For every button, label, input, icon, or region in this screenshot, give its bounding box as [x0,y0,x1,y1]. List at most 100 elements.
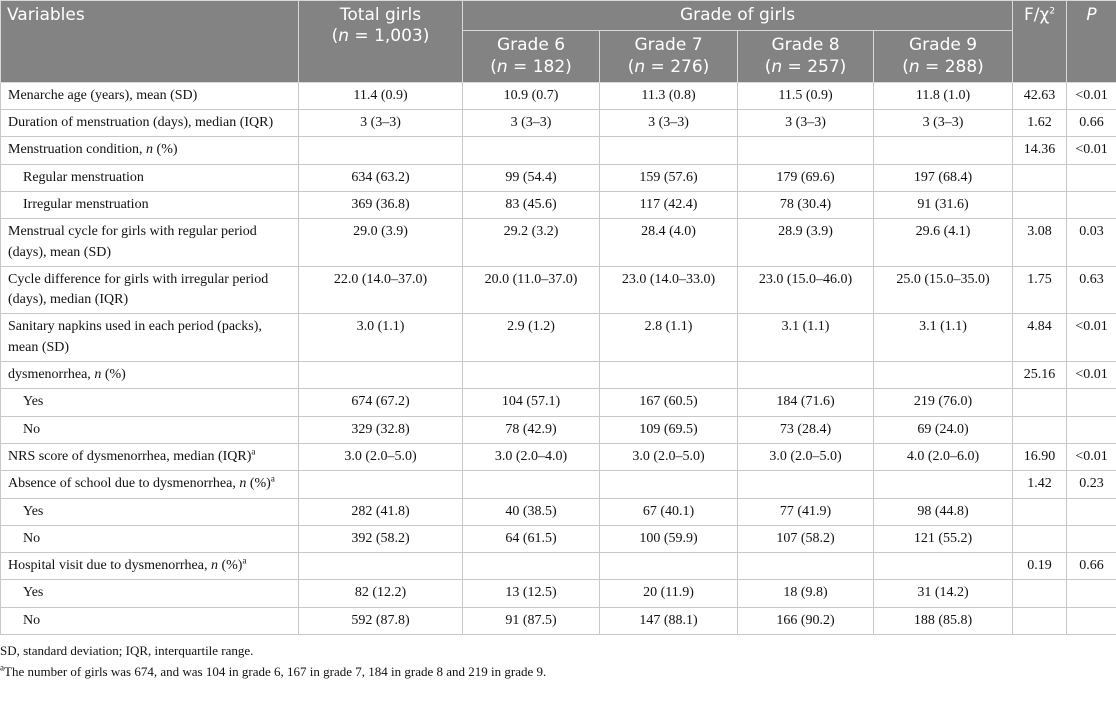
value-cell: 78 (30.4) [737,190,874,220]
value-cell: 147 (88.1) [599,606,738,635]
text-run: Yes [23,503,44,519]
value-cell: 3.0 (2.0–4.0) [462,442,600,472]
header-n: (n = 1,003) [305,26,456,47]
p-cell [1066,415,1116,444]
row-label: Irregular menstruation [0,190,299,220]
value-cell: 31 (14.2) [872,579,1014,608]
value-cell: 3.1 (1.1) [872,313,1014,363]
value-cell [462,136,600,165]
p-cell: 0.66 [1066,552,1116,581]
table-header: Variables Total girls (n = 1,003) Grade of … [0,0,1116,83]
footnote-mark: a [0,662,4,673]
value-cell: 3.0 (2.0–5.0) [298,442,463,472]
value-cell: 117 (42.4) [599,190,738,220]
text-run: = 257) [782,56,847,77]
value-cell: 121 (55.2) [872,524,1014,554]
stat-cell [1012,415,1068,444]
value-cell: 282 (41.8) [298,497,463,526]
sub-row: Yes 282 (41.8) 40 (38.5) 67 (40.1) 77 (41.9)… [0,497,1116,526]
stat-cell [1012,163,1068,192]
text-run: n [771,56,783,77]
footnote-mark: a [270,473,275,484]
header-title: Total girls [339,5,422,25]
p-cell [1066,497,1116,526]
row-label: Duration of menstruation (days), median … [0,109,299,138]
value-cell: 29.6 (4.1) [872,218,1014,267]
row-label: Menarche age (years), mean (SD) [0,81,299,111]
value-cell: 2.9 (1.2) [462,313,600,363]
header-n: (n = 288) [880,57,1006,78]
value-cell: 77 (41.9) [737,497,874,526]
table-row: Cycle difference for girls with irregula… [0,265,1116,315]
text-run: n [146,142,154,158]
value-cell [298,136,463,165]
value-cell: 188 (85.8) [872,606,1014,635]
value-cell: 3 (3–3) [462,109,600,138]
text-run: dysmenorrhea, [8,367,95,383]
text-run: Menstruation condition, [8,142,147,158]
value-cell [872,136,1014,165]
value-cell: 369 (36.8) [298,190,463,220]
footnote-mark: a [251,446,256,457]
text-run: ( [331,26,339,47]
value-cell: 91 (31.6) [872,190,1014,220]
value-cell [298,470,463,499]
value-cell: 78 (42.9) [462,415,600,444]
value-cell: 67 (40.1) [599,497,738,526]
value-cell: 3.0 (1.1) [298,313,463,363]
stat-cell: 0.19 [1012,552,1068,581]
value-cell [872,470,1014,499]
footnote-text: The number of girls was 674, and was 104… [4,663,547,679]
header-cell: Grade of girls [461,0,1014,32]
text-run: n [908,56,920,77]
table-row: NRS score of dysmenorrhea, median (IQR)a… [0,442,1116,472]
value-cell [298,552,463,581]
data-table: Variables Total girls (n = 1,003) Grade of … [0,0,1116,635]
row-label: Absence of school due to dysmenorrhea, n… [0,470,299,499]
text-run: n [239,476,247,492]
stat-cell [1012,388,1068,417]
value-cell: 11.4 (0.9) [298,81,463,111]
text-run: Yes [23,585,44,601]
stat-cell: 25.16 [1012,361,1068,390]
table-body: Menarche age (years), mean (SD) 11.4 (0.9… [0,81,1116,635]
text-run: Absence of school due to dysmenorrhea, [8,476,240,492]
value-cell: 3.0 (2.0–5.0) [737,442,874,472]
value-cell [737,361,874,390]
value-cell: 104 (57.1) [462,388,600,417]
text-run: ( [627,56,635,77]
stat-cell: 1.75 [1012,265,1068,315]
table-row: Absence of school due to dysmenorrhea, n… [0,470,1116,499]
value-cell: 11.3 (0.8) [599,81,738,111]
footnote: aThe number of girls was 674, and was 10… [0,662,1116,683]
value-cell [599,361,738,390]
footnote: SD, standard deviation; IQR, interquarti… [0,642,254,658]
table-row: Menstrual cycle for girls with regular p… [0,218,1116,267]
p-cell [1066,606,1116,635]
stat-cell: 42.63 [1012,81,1068,111]
value-cell: 22.0 (14.0–37.0) [298,265,463,315]
value-cell [737,552,874,581]
header-text: F/χ [1024,5,1050,25]
value-cell: 100 (59.9) [599,524,738,554]
text-run: = 288) [919,56,984,77]
value-cell: 179 (69.6) [737,163,874,192]
sub-row: No 329 (32.8) 78 (42.9) 109 (69.5) 73 (28.4)… [0,415,1116,444]
table-row: Hospital visit due to dysmenorrhea, n (%… [0,552,1116,581]
text-run: No [23,612,41,628]
p-cell: 0.03 [1066,218,1116,267]
stat-cell [1012,190,1068,220]
value-cell [599,470,738,499]
row-label: Menstrual cycle for girls with regular p… [0,218,299,267]
stat-cell: 4.84 [1012,313,1068,363]
value-cell: 634 (63.2) [298,163,463,192]
value-cell: 20 (11.9) [599,579,738,608]
value-cell: 166 (90.2) [737,606,874,635]
p-cell: 0.66 [1066,109,1116,138]
text-run: n [634,56,646,77]
header-title: Grade 6 [496,35,566,56]
value-cell [872,361,1014,390]
row-label: Regular menstruation [0,163,299,192]
text-run: NRS score of dysmenorrhea, median (IQR) [8,448,252,464]
stat-cell: 1.62 [1012,109,1068,138]
